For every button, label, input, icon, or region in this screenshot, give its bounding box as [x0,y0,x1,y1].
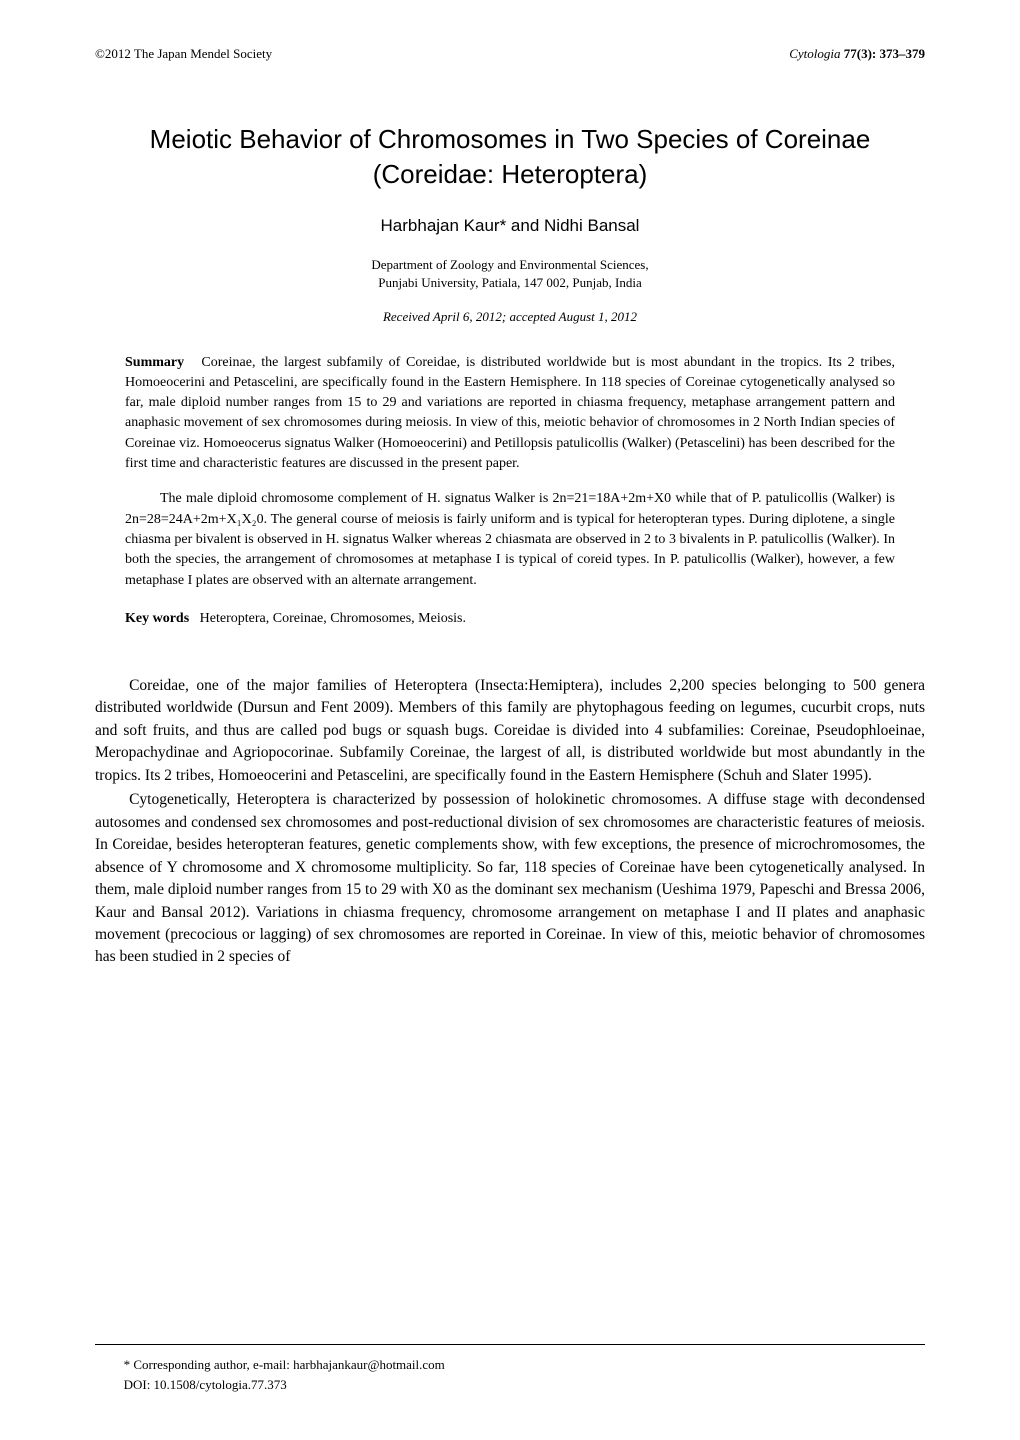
body-paragraph-1: Coreidae, one of the major families of H… [95,675,925,787]
authors: Harbhajan Kaur* and Nidhi Bansal [95,216,925,236]
affiliation: Department of Zoology and Environmental … [95,256,925,292]
title-line-1: Meiotic Behavior of Chromosomes in Two S… [150,124,871,154]
title-line-2: (Coreidae: Heteroptera) [373,159,648,189]
header: ©2012 The Japan Mendel Society Cytologia… [95,46,925,62]
summary-label: Summary [125,355,184,370]
received-date: Received April 6, 2012; accepted August … [95,309,925,325]
paper-title: Meiotic Behavior of Chromosomes in Two S… [95,122,925,192]
summary-paragraph-2: The male diploid chromosome complement o… [125,489,895,590]
keywords-label: Key words [125,611,189,626]
summary-text-1: Coreinae, the largest subfamily of Corei… [125,355,895,471]
volume-pages: 77(3): 373–379 [841,46,926,61]
affiliation-line-2: Punjabi University, Patiala, 147 002, Pu… [378,275,641,290]
keywords-text: Heteroptera, Coreinae, Chromosomes, Meio… [200,611,466,626]
corresponding-author: * Corresponding author, e-mail: harbhaja… [95,1355,925,1375]
affiliation-line-1: Department of Zoology and Environmental … [371,257,648,272]
keywords: Key words Heteroptera, Coreinae, Chromos… [125,611,895,627]
body-paragraph-2: Cytogenetically, Heteroptera is characte… [95,789,925,969]
journal-name: Cytologia [789,46,840,61]
summary-paragraph-1: Summary Coreinae, the largest subfamily … [125,353,895,475]
journal-ref: Cytologia 77(3): 373–379 [789,46,925,62]
doi: DOI: 10.1508/cytologia.77.373 [95,1375,925,1395]
copyright: ©2012 The Japan Mendel Society [95,46,272,62]
footer: * Corresponding author, e-mail: harbhaja… [95,1344,925,1394]
